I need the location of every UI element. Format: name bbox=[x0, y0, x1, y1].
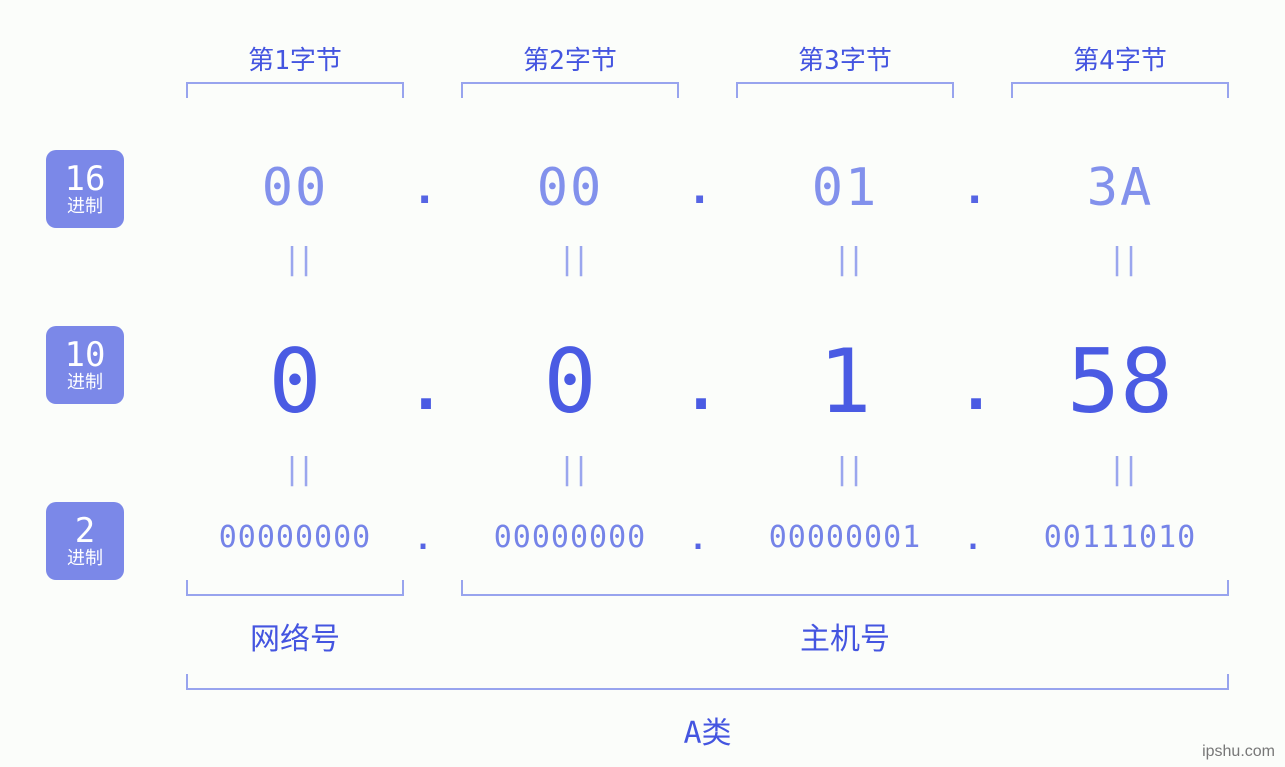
base-badge-hex: 16 进制 bbox=[46, 150, 124, 228]
hex-value-3: 01 bbox=[730, 158, 960, 218]
class-label: A类 bbox=[186, 708, 1229, 752]
byte-header-3: 第3字节 bbox=[730, 40, 960, 77]
dec-dot-3: . bbox=[958, 354, 994, 424]
dec-value-1: 0 bbox=[180, 330, 410, 433]
byte-header-1: 第1字节 bbox=[180, 40, 410, 77]
base-badge-dec-num: 10 bbox=[65, 338, 106, 372]
dec-dot-1: . bbox=[408, 354, 444, 424]
bin-dot-3: . bbox=[964, 522, 982, 557]
bin-value-4: 00111010 bbox=[1005, 520, 1235, 555]
bin-value-3: 00000001 bbox=[730, 520, 960, 555]
bin-value-1: 00000000 bbox=[180, 520, 410, 555]
dec-value-4: 58 bbox=[1005, 330, 1235, 433]
base-badge-bin-label: 进制 bbox=[67, 550, 103, 568]
bin-dot-2: . bbox=[689, 522, 707, 557]
watermark: ipshu.com bbox=[1202, 743, 1275, 761]
hex-value-2: 00 bbox=[455, 158, 685, 218]
eq-dec-bin-2: || bbox=[558, 452, 586, 487]
eq-dec-bin-4: || bbox=[1108, 452, 1136, 487]
base-badge-bin: 2 进制 bbox=[46, 502, 124, 580]
eq-hex-dec-4: || bbox=[1108, 242, 1136, 277]
host-label: 主机号 bbox=[461, 614, 1229, 658]
byte-bracket-2 bbox=[461, 82, 679, 98]
class-bracket bbox=[186, 674, 1229, 690]
eq-hex-dec-1: || bbox=[283, 242, 311, 277]
bin-value-2: 00000000 bbox=[455, 520, 685, 555]
byte-bracket-1 bbox=[186, 82, 404, 98]
byte-bracket-4 bbox=[1011, 82, 1229, 98]
dec-value-3: 1 bbox=[730, 330, 960, 433]
base-badge-hex-label: 进制 bbox=[67, 198, 103, 216]
hex-value-1: 00 bbox=[180, 158, 410, 218]
base-badge-dec: 10 进制 bbox=[46, 326, 124, 404]
eq-hex-dec-3: || bbox=[833, 242, 861, 277]
hex-dot-2: . bbox=[687, 164, 712, 213]
host-bracket bbox=[461, 580, 1229, 596]
byte-header-4: 第4字节 bbox=[1005, 40, 1235, 77]
hex-dot-1: . bbox=[412, 164, 437, 213]
hex-value-4: 3A bbox=[1005, 158, 1235, 218]
base-badge-hex-num: 16 bbox=[65, 162, 106, 196]
eq-dec-bin-3: || bbox=[833, 452, 861, 487]
byte-bracket-3 bbox=[736, 82, 954, 98]
base-badge-dec-label: 进制 bbox=[67, 374, 103, 392]
byte-header-2: 第2字节 bbox=[455, 40, 685, 77]
eq-hex-dec-2: || bbox=[558, 242, 586, 277]
dec-dot-2: . bbox=[683, 354, 719, 424]
bin-dot-1: . bbox=[414, 522, 432, 557]
eq-dec-bin-1: || bbox=[283, 452, 311, 487]
base-badge-bin-num: 2 bbox=[75, 514, 95, 548]
dec-value-2: 0 bbox=[455, 330, 685, 433]
hex-dot-3: . bbox=[962, 164, 987, 213]
network-label: 网络号 bbox=[186, 614, 404, 658]
network-bracket bbox=[186, 580, 404, 596]
